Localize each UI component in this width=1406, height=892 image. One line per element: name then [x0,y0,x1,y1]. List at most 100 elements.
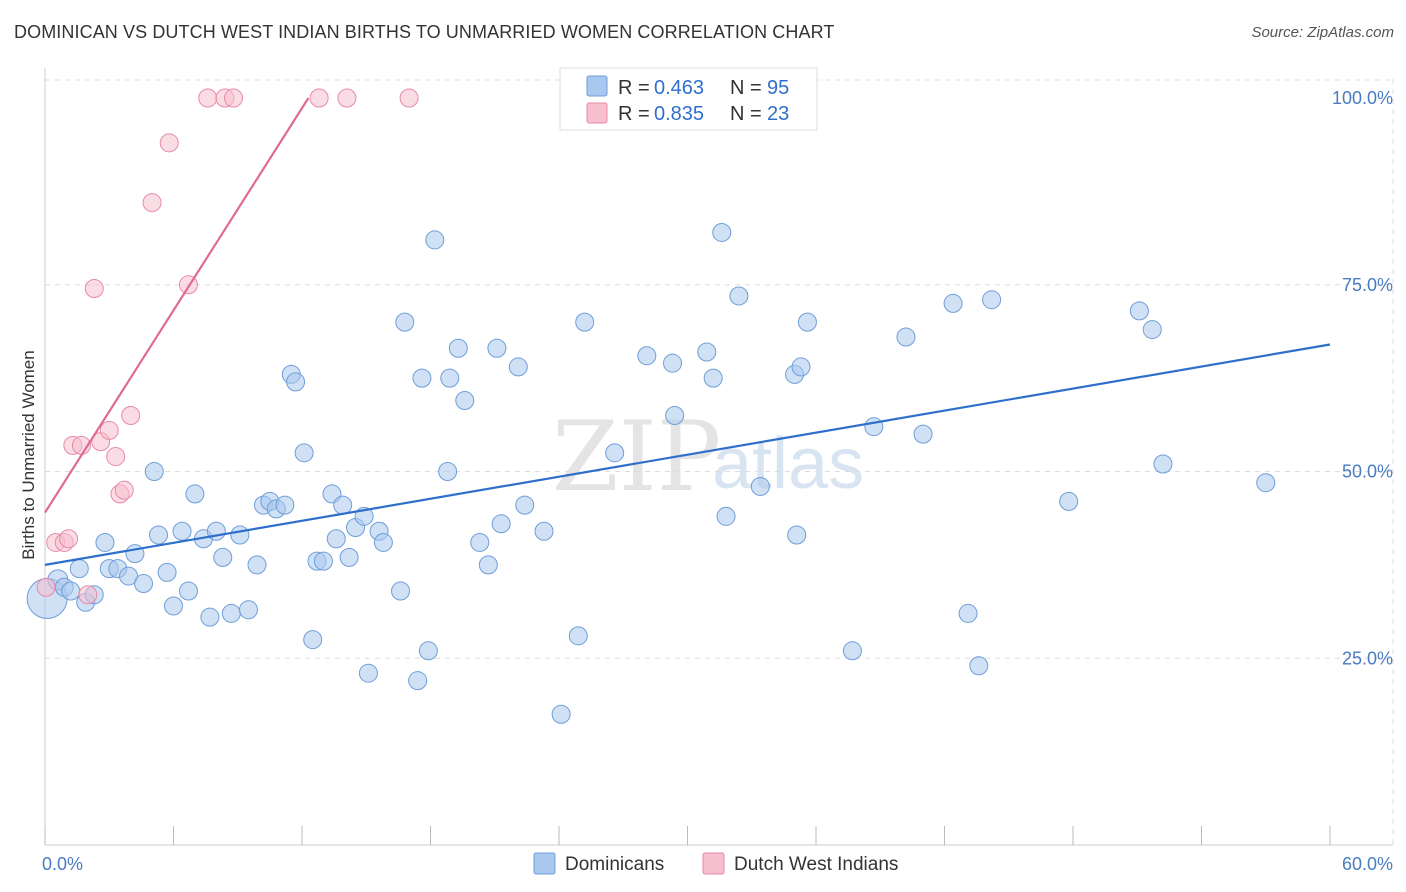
data-point [1059,491,1079,511]
data-point [787,525,807,545]
legend-n-value-2: 23 [767,103,789,125]
data-point [230,525,250,545]
y-axis-title: Births to Unmarried Women [19,350,38,559]
legend-n-label-2: N = [730,103,762,125]
data-point [418,641,438,661]
source-credit: Source: ZipAtlas.com [1251,24,1394,41]
data-point [478,555,498,575]
data-point [703,368,723,388]
series-dutch-west-indians [36,88,419,605]
data-point [455,391,475,411]
correlation-legend: R = 0.463 N = 95 R = 0.835 N = 23 [559,67,818,131]
trend-line-dominicans [44,343,1331,566]
data-point [238,600,258,620]
data-point [373,532,393,552]
data-point [333,495,353,515]
data-point [99,420,119,440]
legend-swatch-dutch-west-indians [586,102,608,124]
data-point [605,443,625,463]
data-point [309,88,329,108]
data-point [470,532,490,552]
data-point [729,286,749,306]
data-point [391,581,411,601]
data-point [1153,454,1173,474]
data-point [791,357,811,377]
data-point [399,88,419,108]
data-point [200,607,220,627]
y-tick-label: 100.0% [1332,88,1393,108]
series-legend: Dominicans Dutch West Indians [533,852,898,875]
data-point [95,532,115,552]
data-point [157,562,177,582]
data-point [551,704,571,724]
data-point [178,581,198,601]
data-point [1256,473,1276,493]
data-point [213,547,233,567]
data-point [913,424,933,444]
data-point [491,514,511,534]
data-point [438,462,458,481]
data-point [395,312,415,332]
data-point [440,368,460,388]
legend-r-label-2: R = [618,103,650,125]
series-legend-label-dutch-west-indians: Dutch West Indians [734,854,898,875]
data-point [969,656,989,676]
x-tick-label: 60.0% [1342,854,1393,874]
data-point [303,630,323,650]
data-point [448,338,468,358]
data-point [119,566,139,586]
tick-labels: 25.0% 50.0% 75.0% 100.0% 0.0% 60.0% [42,88,1393,874]
data-point [1142,320,1162,340]
data-point [185,484,205,504]
data-point [339,547,359,567]
series-dominicans [26,222,1276,724]
data-point [164,596,183,616]
data-point [958,603,978,623]
data-point [247,555,267,575]
series-legend-swatch-dominicans [533,852,556,875]
data-point [149,525,169,545]
legend-n-label-1: N = [730,77,762,99]
data-point [665,405,685,425]
data-point [412,368,432,388]
watermark-atlas: atlas [712,424,864,504]
legend-swatch-dominicans [586,75,608,97]
legend-r-value-2: 0.835 [654,103,704,125]
y-tick-label: 50.0% [1342,462,1393,482]
data-point [114,480,134,500]
data-point [982,290,1002,310]
data-point [712,222,732,242]
legend-r-label-1: R = [618,77,650,99]
trend-layer [44,97,1331,566]
data-point [750,476,770,496]
data-point [142,193,162,213]
data-point [326,529,346,549]
data-point [59,529,79,549]
watermark: ZIP atlas [552,401,864,513]
data-point [487,338,507,358]
data-point [663,353,683,373]
data-point [134,574,154,594]
data-point [568,626,588,646]
data-point [198,88,218,108]
legend-r-value-1: 0.463 [654,77,704,99]
data-point [106,447,126,467]
data-point [121,405,141,425]
data-point [294,443,314,463]
data-point [61,581,81,601]
data-point [223,88,243,108]
data-point [286,372,306,392]
y-tick-label: 25.0% [1342,648,1393,668]
data-point [221,603,241,623]
data-point [337,88,357,108]
data-point [508,357,528,377]
series-legend-swatch-dutch-west-indians [702,852,725,875]
y-tick-label: 75.0% [1342,275,1393,295]
series-legend-label-dominicans: Dominicans [565,854,664,875]
chart-title: DOMINICAN VS DUTCH WEST INDIAN BIRTHS TO… [14,22,835,42]
data-point [943,293,963,313]
data-point [408,671,428,691]
data-point [78,585,98,605]
data-point [144,462,164,481]
